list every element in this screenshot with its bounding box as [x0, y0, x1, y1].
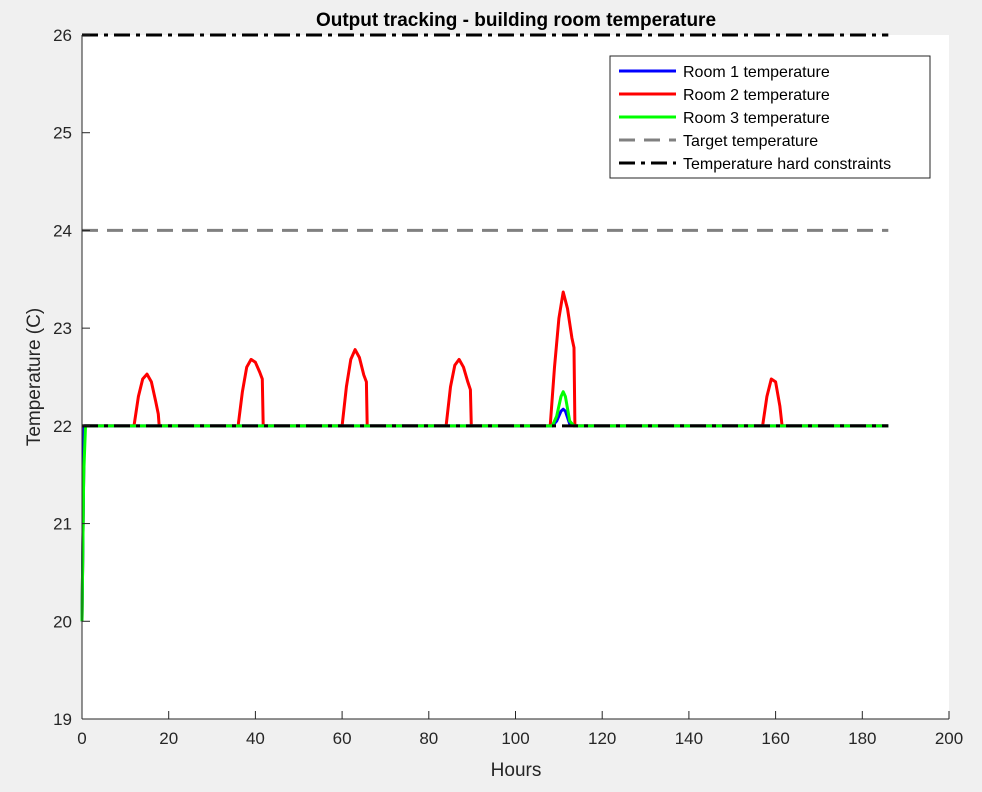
y-tick-label: 26 — [53, 26, 72, 45]
x-tick-label: 20 — [159, 729, 178, 748]
y-tick-label: 23 — [53, 319, 72, 338]
legend-label: Room 1 temperature — [683, 64, 830, 81]
series-layer — [80, 33, 889, 622]
legend: Room 1 temperature Room 2 temperature Room… — [609, 55, 931, 179]
x-tick-label: 60 — [333, 729, 352, 748]
chart-title: Output tracking - building room temperat… — [316, 10, 716, 31]
x-tick-label: 0 — [77, 729, 86, 748]
x-axis-label: Hours — [491, 760, 542, 781]
y-tick-label: 22 — [53, 417, 72, 436]
x-tick-label: 140 — [675, 729, 703, 748]
y-tick-label: 20 — [53, 612, 72, 631]
x-tick-label: 200 — [935, 729, 963, 748]
y-tick-label: 21 — [53, 515, 72, 534]
x-tick-label: 80 — [419, 729, 438, 748]
x-tick-label: 40 — [246, 729, 265, 748]
x-tick-label: 100 — [501, 729, 529, 748]
legend-label: Room 3 temperature — [683, 110, 830, 127]
y-tick-label: 24 — [53, 221, 72, 240]
x-tick-label: 120 — [588, 729, 616, 748]
y-tick-label: 19 — [53, 710, 72, 729]
y-tick-label: 25 — [53, 124, 72, 143]
series-line-2 — [80, 290, 889, 622]
x-tick-label: 180 — [848, 729, 876, 748]
series-line-3 — [80, 390, 889, 622]
legend-label: Room 2 temperature — [683, 87, 830, 104]
legend-label: Temperature hard constraints — [683, 156, 891, 173]
x-tick-label: 160 — [761, 729, 789, 748]
y-axis-label: Temperature (C) — [24, 308, 45, 446]
legend-label: Target temperature — [683, 133, 818, 150]
axes: 0 20 40 60 80 100 120 140 160 180 200 19 20 21 22 23 24 2… — [53, 26, 963, 748]
